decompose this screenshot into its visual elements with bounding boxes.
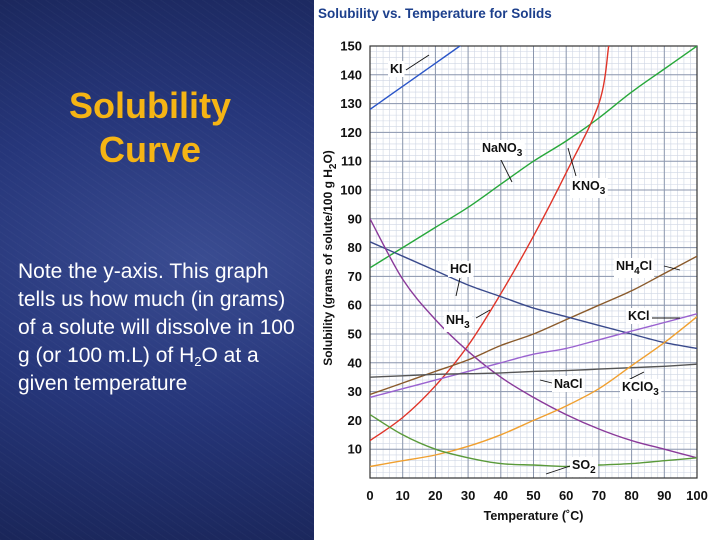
series-line-ki <box>370 46 462 110</box>
series-line-hcl <box>370 241 697 350</box>
series-line-kno3 <box>370 46 610 442</box>
x-tick-label: 60 <box>559 488 573 503</box>
x-tick-label: 50 <box>526 488 540 503</box>
leader-hcl <box>455 277 461 297</box>
y-tick-label: 70 <box>348 269 362 284</box>
label-ki: KI <box>390 62 403 76</box>
series-line-nano3 <box>370 46 697 269</box>
y-tick-label: 30 <box>348 384 362 399</box>
leader-kno3 <box>567 147 577 177</box>
y-tick-label: 130 <box>340 96 362 111</box>
leader-ki <box>405 54 430 71</box>
slide-note: Note the y-axis. This graph tells us how… <box>18 258 308 398</box>
label-bg-kcl <box>626 308 652 324</box>
x-tick-label: 90 <box>657 488 671 503</box>
y-tick-label: 80 <box>348 240 362 255</box>
chart-panel: Solubility vs. Temperature for Solids 0 10… <box>314 0 720 540</box>
x-tick-label: 0 <box>366 488 373 503</box>
leader-nh4cl <box>663 265 681 271</box>
label-bg-kclo3 <box>620 379 662 399</box>
label-kclo3: KClO3 <box>622 380 659 398</box>
annotations: KI NaNO3 KNO3 NH4Cl HCl NH3 KCl NaCl KClO3 SO2 <box>388 54 681 477</box>
label-bg-nh4cl <box>614 258 655 278</box>
series-line-kcl <box>370 313 697 399</box>
x-tick-label: 80 <box>624 488 638 503</box>
x-tick-label: 10 <box>395 488 409 503</box>
solubility-chart: Solubility vs. Temperature for Solids 0 10… <box>318 6 708 523</box>
x-tick-label: 40 <box>494 488 508 503</box>
label-nh4cl: NH4Cl <box>616 259 652 277</box>
label-bg-kno3 <box>570 178 608 198</box>
y-tick-label: 120 <box>340 125 362 140</box>
series-line-nh3 <box>370 218 697 459</box>
label-bg-so2 <box>570 457 599 477</box>
label-nh3: NH3 <box>446 313 470 331</box>
y-tick-label: 50 <box>348 327 362 342</box>
series-line-so2 <box>370 414 697 468</box>
label-nacl: NaCl <box>554 377 582 391</box>
y-axis-label: Solubility (grams of solute/100 g H2O) <box>321 150 339 366</box>
label-bg-ki <box>388 61 405 77</box>
x-axis-label: Temperature (˚C) <box>484 509 584 523</box>
x-tick-label: 20 <box>428 488 442 503</box>
x-tick-label: 30 <box>461 488 475 503</box>
label-kno3: KNO3 <box>572 179 606 197</box>
leader-nacl <box>539 379 553 384</box>
label-bg-nano3 <box>480 140 525 160</box>
label-so2: SO2 <box>572 458 596 476</box>
label-bg-nh3 <box>444 312 473 332</box>
y-tick-label: 90 <box>348 211 362 226</box>
slide-title: Solubility Curve <box>69 85 231 170</box>
series-line-nacl <box>370 363 697 378</box>
note-text-part1: Note the y-axis. This graph tells us how… <box>18 260 295 367</box>
label-bg-hcl <box>448 261 474 277</box>
leader-nh3 <box>475 309 491 319</box>
label-kcl: KCl <box>628 309 650 323</box>
x-tick-label: 100 <box>686 488 708 503</box>
x-tick-label: 70 <box>592 488 606 503</box>
y-tick-label: 140 <box>340 67 362 82</box>
note-subscript: 2 <box>194 353 202 369</box>
leader-nano3 <box>499 157 513 183</box>
y-tick-label: 110 <box>341 154 362 169</box>
label-nano3: NaNO3 <box>482 141 523 159</box>
label-hcl: HCl <box>450 262 472 276</box>
y-tick-label: 60 <box>348 298 362 313</box>
leader-so2 <box>545 465 571 475</box>
y-tick-label: 10 <box>348 442 362 457</box>
chart-title: Solubility vs. Temperature for Solids <box>318 6 552 21</box>
y-tick-label: 40 <box>348 355 362 370</box>
y-tick-label: 100 <box>340 183 362 198</box>
y-tick-label: 20 <box>348 413 362 428</box>
series-line-kclo3 <box>370 316 697 468</box>
y-tick-label: 150 <box>340 39 362 54</box>
note-text-part2: O at a given temperature <box>18 343 259 395</box>
label-bg-nacl <box>552 376 585 392</box>
plot-border <box>369 45 698 479</box>
series-group <box>370 46 697 468</box>
